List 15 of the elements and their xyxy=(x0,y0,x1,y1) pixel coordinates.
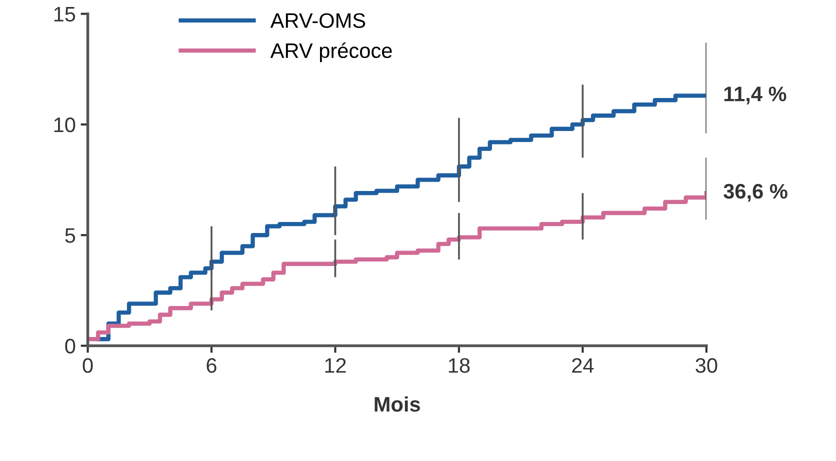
annotation: 36,6 % xyxy=(724,184,788,202)
y-tick-label: 15 xyxy=(54,7,76,22)
annotation: 11,4 % xyxy=(724,86,786,104)
x-tick-label: 30 xyxy=(696,358,718,373)
legend-label: ARV-OMS xyxy=(270,13,366,28)
x-axis-title: Mois xyxy=(374,396,420,412)
y-tick-label: 0 xyxy=(65,338,76,354)
x-tick-label: 24 xyxy=(572,358,594,373)
x-tick-label: 12 xyxy=(325,358,346,373)
y-tick-label: 10 xyxy=(54,117,76,132)
x-tick-label: 6 xyxy=(206,358,216,373)
x-tick-label: 18 xyxy=(448,358,470,373)
y-tick-label: 5 xyxy=(65,228,76,243)
x-tick-label: 0 xyxy=(82,358,93,373)
legend-label: ARV précoce xyxy=(270,42,392,62)
